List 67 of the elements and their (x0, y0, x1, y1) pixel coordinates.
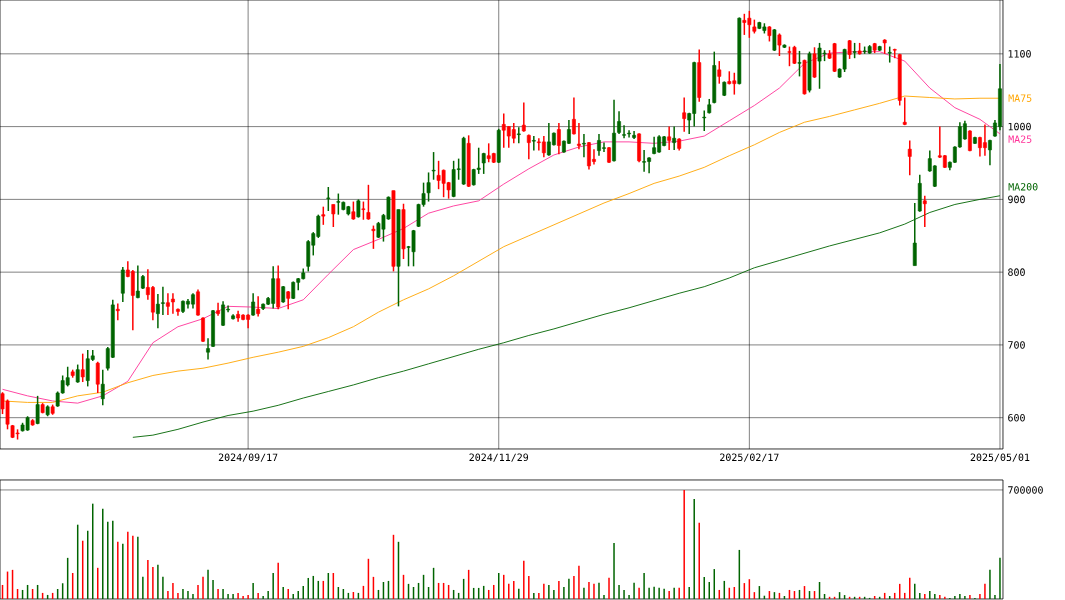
candlestick (351, 200, 356, 221)
candlestick (426, 171, 431, 203)
candlestick (516, 126, 521, 145)
candlestick (988, 138, 992, 166)
candlestick (35, 395, 40, 425)
candlestick (672, 125, 677, 151)
candlestick (256, 295, 261, 318)
candlestick (777, 32, 782, 57)
candlestick (717, 60, 722, 85)
candlestick (161, 285, 165, 316)
candlestick (251, 292, 256, 317)
candlestick (196, 288, 200, 317)
candlestick (100, 368, 105, 407)
candlestick (95, 360, 100, 394)
y-tick-label: 700000 (1008, 486, 1043, 494)
candlestick (902, 96, 907, 126)
candlestick (772, 28, 777, 52)
candlestick (115, 302, 120, 321)
x-tick-label: 2024/09/17 (218, 453, 278, 462)
y-tick-label: 1100 (1008, 50, 1031, 58)
series-label: MA25 (1008, 135, 1032, 143)
candlestick (286, 290, 291, 311)
candlestick (80, 352, 85, 383)
candlestick (702, 109, 707, 132)
y-tick-label: 800 (1008, 268, 1025, 276)
candlestick (556, 122, 561, 156)
candlestick (331, 203, 336, 228)
x-tick-label: 2025/05/01 (970, 453, 1030, 462)
candlestick (847, 39, 852, 60)
candlestick (922, 194, 927, 228)
x-tick-label: 2024/11/29 (469, 453, 529, 462)
candlestick (577, 122, 581, 150)
candlestick (431, 151, 436, 181)
y-tick-label: 1000 (1008, 122, 1031, 131)
candlestick (617, 110, 621, 135)
candlestick (201, 316, 205, 343)
y-tick-label: 900 (1008, 195, 1025, 204)
candlestick (572, 96, 576, 136)
candlestick (216, 301, 220, 317)
candlestick (155, 293, 160, 329)
candlestick (356, 198, 361, 219)
candlestick (135, 264, 140, 300)
candlestick (582, 133, 586, 158)
x-tick-label: 2025/02/17 (720, 453, 779, 462)
series-label: MA200 (1008, 183, 1038, 191)
candlestick (912, 202, 917, 267)
series-label: MA75 (1008, 94, 1032, 102)
candlestick (511, 122, 516, 145)
candlestick (75, 363, 80, 384)
candlestick (812, 46, 817, 79)
candlestick (321, 205, 326, 226)
candlestick (526, 133, 531, 161)
candlestick (521, 101, 526, 133)
candlestick (371, 224, 376, 250)
candlestick (907, 139, 912, 177)
candlestick (797, 50, 802, 78)
y-tick-label: 600 (1008, 413, 1025, 422)
candlestick (366, 184, 371, 221)
candlestick (120, 266, 125, 303)
y-tick-label: 700 (1008, 341, 1025, 349)
candlestick (361, 200, 366, 221)
candlestick (206, 337, 210, 361)
candlestick (682, 96, 687, 133)
candlestick (531, 135, 536, 152)
candlestick (326, 186, 331, 212)
candlestick (541, 135, 546, 158)
candlestick (667, 125, 672, 151)
